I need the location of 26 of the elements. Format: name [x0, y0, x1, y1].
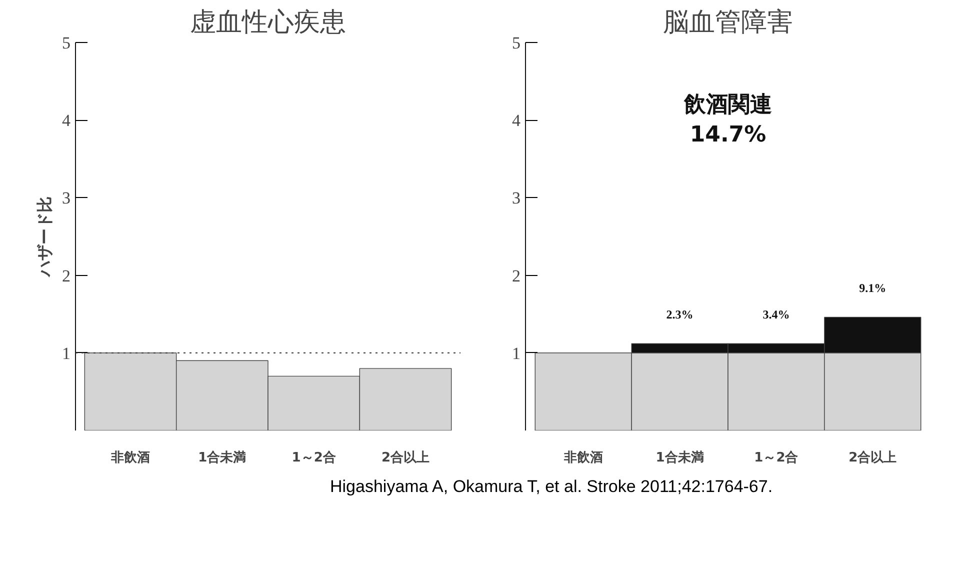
y-tick-label: 4 — [512, 111, 521, 130]
y-tick-label: 4 — [62, 111, 71, 130]
y-tick-label: 1 — [512, 344, 520, 363]
y-axis-title: ハザード比 — [35, 196, 54, 278]
x-tick-label: 2合以上 — [381, 450, 430, 466]
y-tick-label: 3 — [62, 188, 70, 208]
chart-title: 虚血性心疾患 — [190, 8, 346, 38]
y-tick-label: 3 — [512, 188, 520, 208]
annotation: 9.1% — [859, 281, 886, 296]
x-tick-label: 2合以上 — [848, 450, 897, 466]
chart-title: 脳血管障害 — [663, 8, 793, 38]
y-tick-label: 5 — [62, 34, 70, 52]
text: Higashiyama A, Okamura T, et al. Stroke 2011;42:1764-67. — [330, 476, 773, 498]
y-tick-label: 1 — [62, 344, 70, 363]
x-tick-label: 非飲酒 — [562, 450, 603, 466]
x-tick-label: 非飲酒 — [110, 450, 150, 466]
x-tick-label: 1～2合 — [292, 450, 336, 466]
y-tick-label: 2 — [62, 266, 70, 286]
annotation: 飲酒関連 14.7% — [683, 92, 772, 148]
y-tick-label: 5 — [512, 34, 520, 52]
x-tick-label: 1～2合 — [754, 450, 798, 466]
annotation: 3.4% — [762, 308, 790, 322]
y-tick-label: 2 — [512, 266, 520, 286]
annotation: 2.3% — [666, 308, 694, 322]
x-tick-label: 1合未満 — [656, 450, 704, 466]
x-tick-label: 1合未満 — [198, 450, 246, 466]
